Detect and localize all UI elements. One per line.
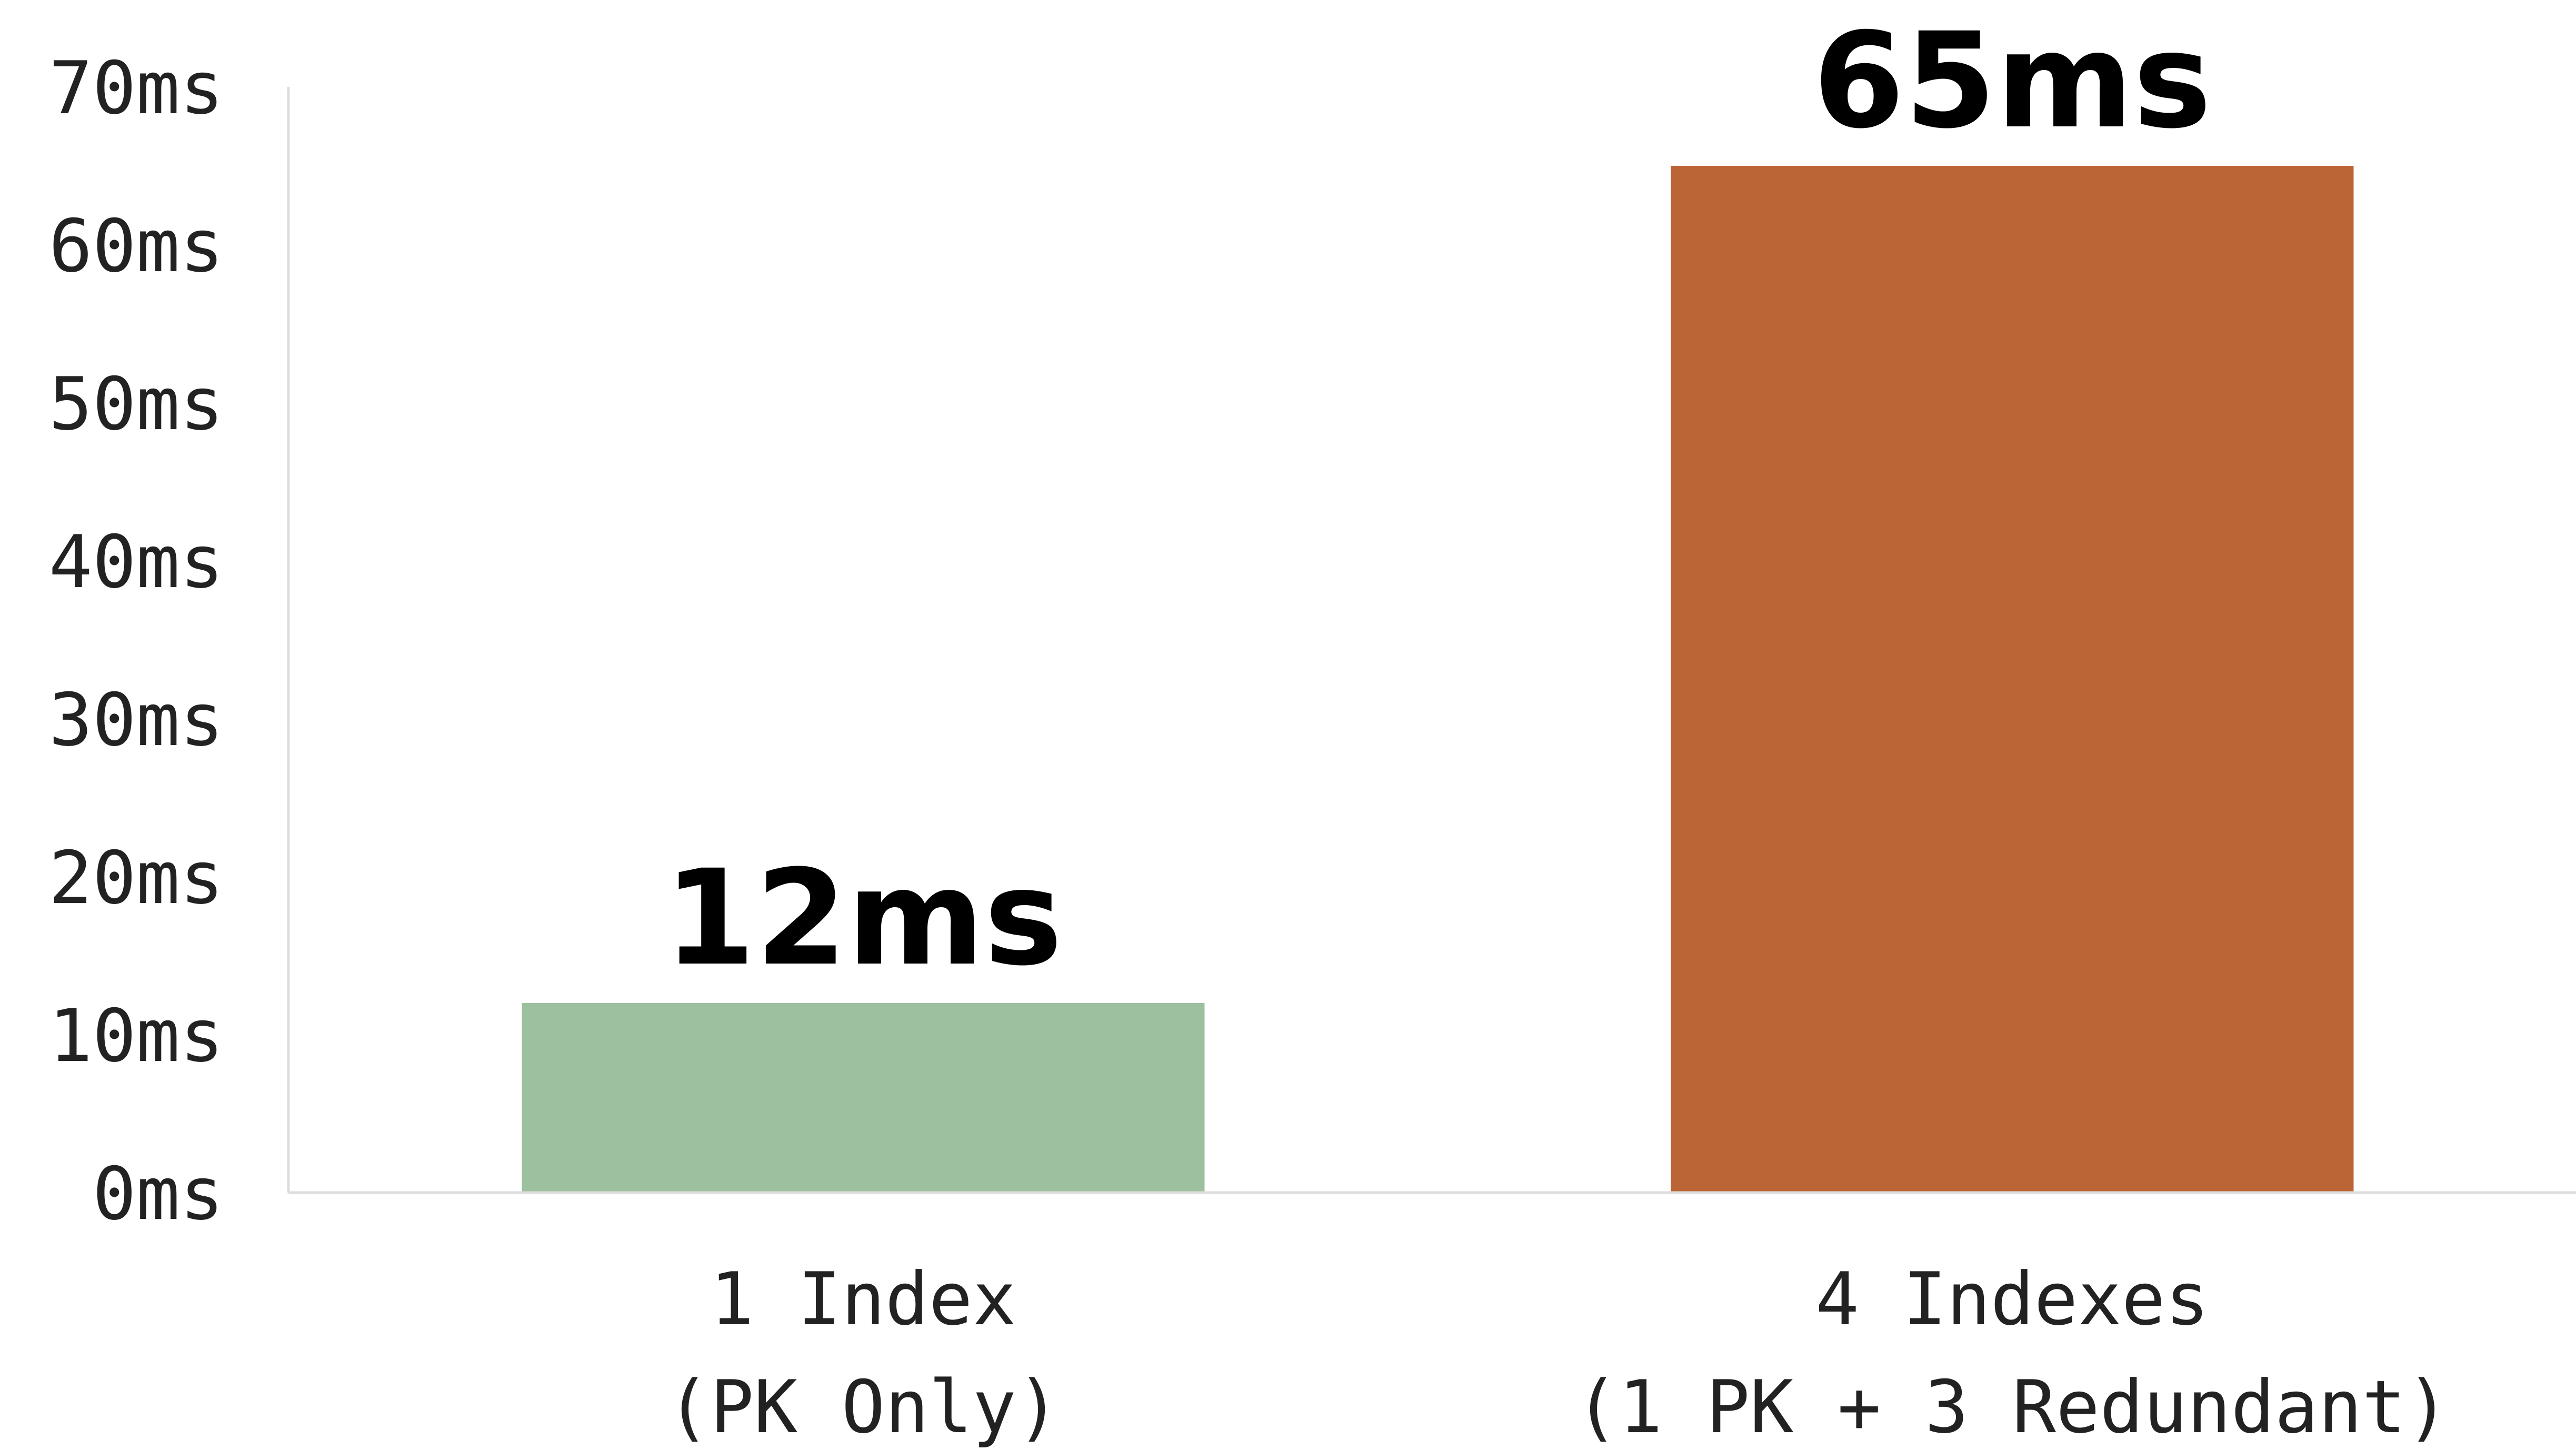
y-tick-label: 30ms — [49, 678, 224, 762]
y-tick-label: 40ms — [49, 520, 224, 604]
x-category-label: (1 PK + 3 Redundant) — [1575, 1365, 2450, 1449]
bar — [1671, 166, 2354, 1193]
x-axis-category-labels: 1 Index (PK Only) 4 Indexes (1 PK + 3 Redun… — [666, 1257, 2450, 1449]
data-labels: 12ms 65ms — [664, 4, 2211, 995]
bar — [522, 1003, 1205, 1193]
y-tick-label: 20ms — [49, 836, 224, 920]
bar-value-label: 65ms — [1813, 4, 2211, 157]
y-axis-ticks: 0ms 10ms 20ms 30ms 40ms 50ms 60ms 70ms — [49, 46, 224, 1236]
y-tick-label: 50ms — [49, 362, 224, 446]
y-tick-label: 70ms — [49, 46, 224, 131]
bar-value-label: 12ms — [664, 841, 1062, 995]
x-category-label: 1 Index — [710, 1257, 1016, 1342]
y-tick-label: 10ms — [49, 994, 224, 1078]
bars — [522, 166, 2354, 1193]
y-tick-label: 0ms — [93, 1152, 224, 1236]
x-category-label: (PK Only) — [666, 1365, 1060, 1449]
y-tick-label: 60ms — [49, 204, 224, 289]
x-category-label: 4 Indexes — [1815, 1257, 2209, 1342]
